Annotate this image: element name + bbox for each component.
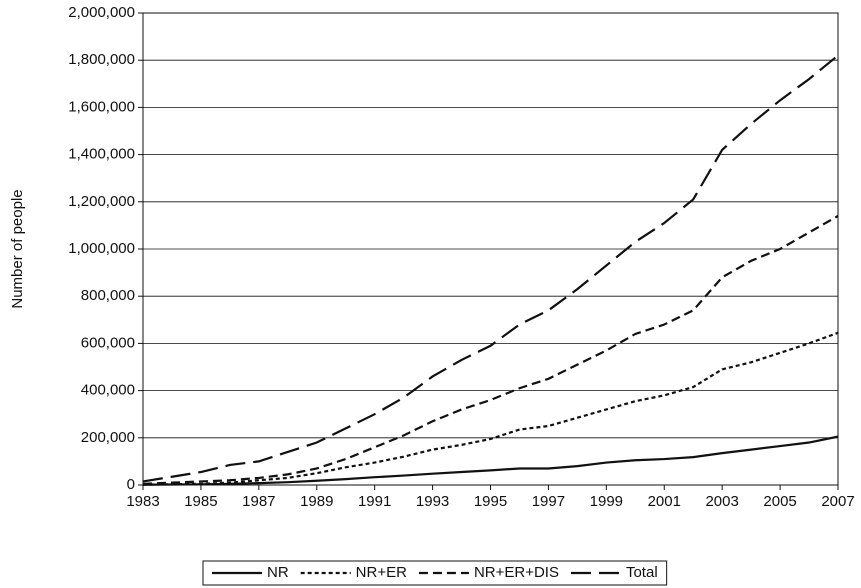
y-tick-label: 600,000	[81, 334, 135, 351]
plot-frame	[142, 12, 839, 486]
x-tick-label: 1985	[184, 493, 217, 510]
y-tick-label: 2,000,000	[68, 4, 135, 21]
legend-label: NR+ER	[356, 564, 407, 581]
x-tick-label: 1983	[126, 493, 159, 510]
y-tick-label: 800,000	[81, 287, 135, 304]
y-tick-label: 400,000	[81, 382, 135, 399]
legend-label: NR	[267, 564, 289, 581]
x-tick-label: 1997	[532, 493, 565, 510]
legend-label: Total	[626, 564, 658, 581]
series-line	[142, 435, 839, 486]
legend-label: NR+ER+DIS	[474, 564, 559, 581]
x-tick-label: 2001	[648, 493, 681, 510]
x-tick-label: 2007	[821, 493, 854, 510]
y-axis-label: Number of people	[9, 189, 26, 308]
x-tick-label: 1995	[474, 493, 507, 510]
x-tick-label: 1993	[416, 493, 449, 510]
y-tick-label: 1,800,000	[68, 51, 135, 68]
y-tick-label: 200,000	[81, 429, 135, 446]
legend-box	[202, 560, 668, 586]
series-line	[142, 215, 839, 485]
x-tick-label: 1989	[300, 493, 333, 510]
y-tick-label: 1,200,000	[68, 193, 135, 210]
series-line	[142, 54, 839, 483]
x-tick-label: 2003	[705, 493, 738, 510]
x-tick-label: 1999	[590, 493, 623, 510]
x-tick-label: 1987	[242, 493, 275, 510]
series-line	[142, 331, 839, 486]
y-tick-label: 1,400,000	[68, 146, 135, 163]
y-tick-label: 1,000,000	[68, 240, 135, 257]
x-tick-label: 2005	[763, 493, 796, 510]
y-tick-label: 1,600,000	[68, 98, 135, 115]
legend: NR NR+ER NR+ER+DIS Total	[202, 560, 668, 586]
y-tick-label: 0	[127, 476, 135, 493]
x-tick-label: 1991	[358, 493, 391, 510]
